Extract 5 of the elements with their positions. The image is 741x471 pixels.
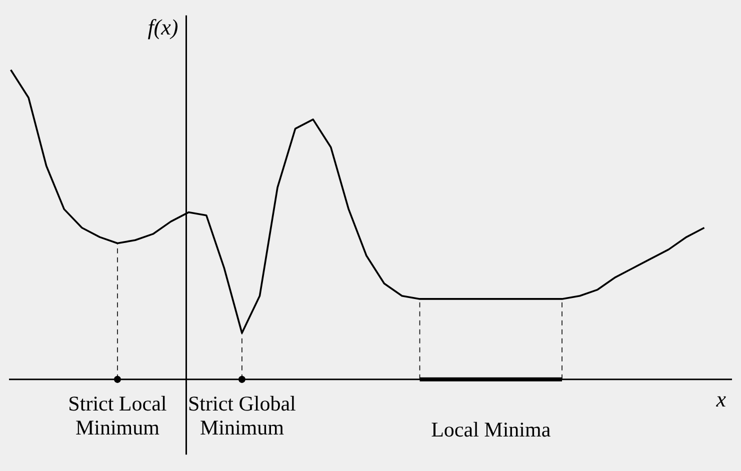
text: Strict Local Minimum (68, 391, 167, 440)
text: Strict Global Minimum (188, 391, 296, 440)
y-axis-title: f(x) (148, 14, 178, 40)
text: Local Minima (431, 417, 552, 442)
x-axis-title: x (715, 386, 726, 412)
